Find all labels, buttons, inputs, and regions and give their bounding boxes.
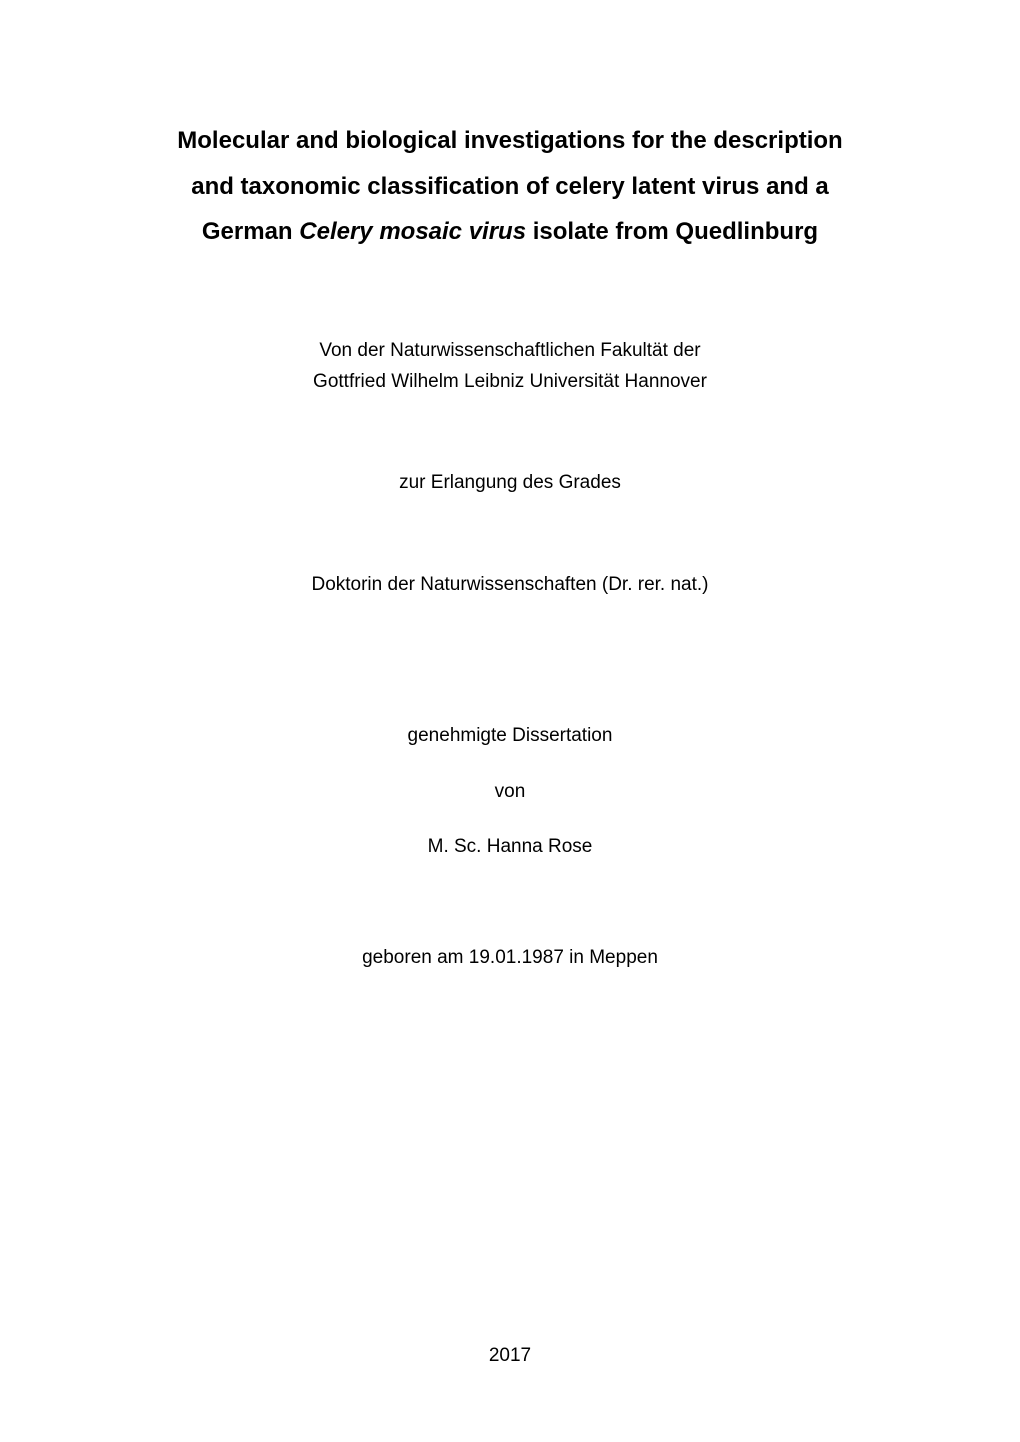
degree-label: zur Erlangung des Grades (120, 467, 900, 498)
faculty-block: Von der Naturwissenschaftlichen Fakultät… (120, 335, 900, 398)
dissertation-label-block: genehmigte Dissertation (120, 720, 900, 751)
born: geboren am 19.01.1987 in Meppen (120, 942, 900, 973)
faculty-line-1: Von der Naturwissenschaftlichen Fakultät… (120, 335, 900, 366)
degree-label-block: zur Erlangung des Grades (120, 467, 900, 498)
by-label-block: von (120, 776, 900, 807)
title-block: Molecular and biological investigations … (120, 118, 900, 255)
faculty-line-2: Gottfried Wilhelm Leibniz Universität Ha… (120, 366, 900, 397)
title-line-2: and taxonomic classification of celery l… (120, 164, 900, 210)
title-line-3-italic: Celery mosaic virus (299, 218, 526, 245)
title-line-3-pre: German (202, 218, 299, 245)
author: M. Sc. Hanna Rose (120, 831, 900, 862)
year: 2017 (120, 1345, 900, 1382)
by-label: von (120, 776, 900, 807)
title-line-1: Molecular and biological investigations … (120, 118, 900, 164)
born-block: geboren am 19.01.1987 in Meppen (120, 942, 900, 973)
degree: Doktorin der Naturwissenschaften (Dr. re… (120, 569, 900, 600)
dissertation-label: genehmigte Dissertation (120, 720, 900, 751)
title-line-3: German Celery mosaic virus isolate from … (120, 209, 900, 255)
title-line-3-post: isolate from Quedlinburg (526, 218, 818, 245)
author-block: M. Sc. Hanna Rose (120, 831, 900, 862)
degree-block: Doktorin der Naturwissenschaften (Dr. re… (120, 569, 900, 600)
